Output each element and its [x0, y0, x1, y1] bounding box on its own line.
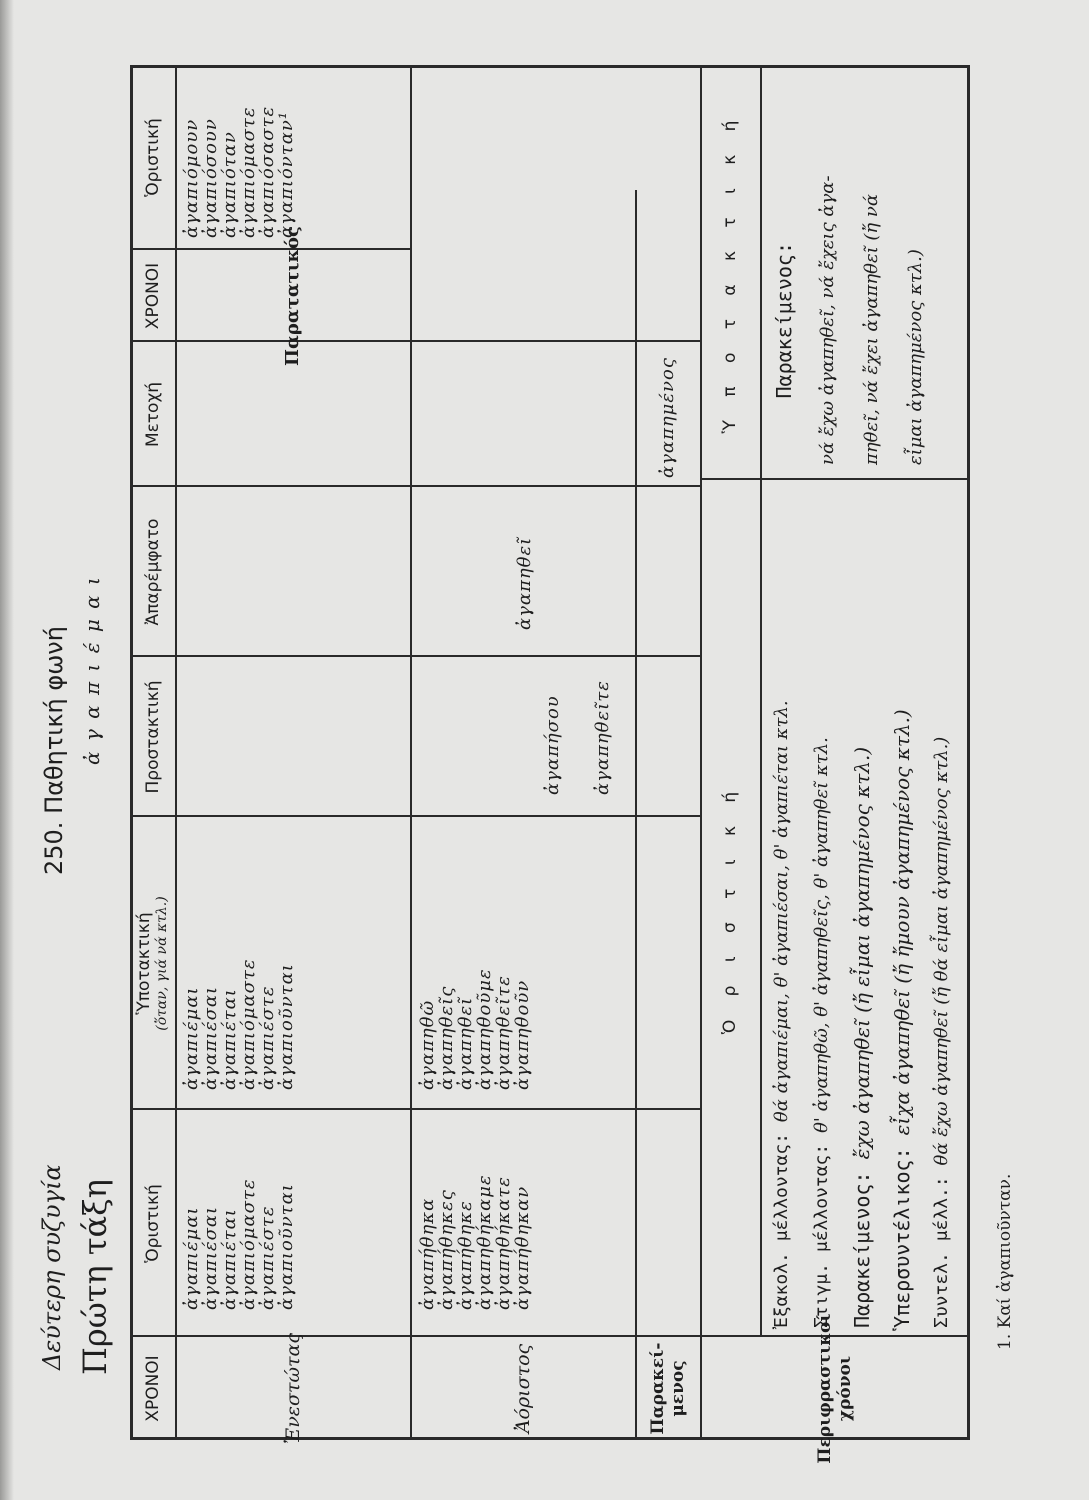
form-line: ἀγαπιόσουν [200, 118, 221, 238]
tense-name: Ἐξακολ. μέλλοντας: [771, 1132, 792, 1328]
form-line: ἀγαπιοῦνται [276, 963, 297, 1090]
aorist-imperative-forms: ἀγαπήσου ἀγαπηθεῖτε [528, 680, 628, 795]
footnote: 1. Καί ἀγαπιοῦνταν. [995, 1173, 1015, 1350]
rule [130, 815, 700, 817]
form-line: ἀγαπήθηκα [417, 1197, 438, 1310]
form-line: ἀγαπιέσαι [200, 1205, 221, 1310]
present-label: Ἐνεστώτας [281, 1333, 304, 1444]
subjunctive-tense-name: Παρακείμενος: [772, 241, 796, 399]
periphrastic-row: Παρακείμενος: ἔχω ἀγαπηθεῖ (ἤ εἶμαι ἀγαπ… [842, 700, 882, 1328]
tense-forms: ἔχω ἀγαπηθεῖ (ἤ εἶμαι ἀγαπημένος κτλ.) [850, 746, 874, 1160]
form-line: ἀγαπηθήκατε [493, 1176, 514, 1310]
rule [410, 65, 412, 1440]
header-tenses-right: ΧΡΟΝΟΙ [142, 262, 163, 330]
form-line: ἀγαπηθοῦμε [474, 968, 495, 1090]
tense-forms: θ' ἀγαπηθῶ, θ' ἀγαπηθεῖς, θ' ἀγαπηθεῖ κτ… [811, 737, 832, 1133]
header-indicative-right: Ὁριστική [142, 118, 163, 197]
form-line: ἀγαπηθεῖς [436, 985, 457, 1090]
header-indicative: Ὁριστική [142, 1184, 163, 1263]
header-tenses: ΧΡΟΝΟΙ [142, 1355, 163, 1422]
form-line: ἀγαπιόμαστε [238, 106, 259, 238]
perfect-participle: ἀγαπημένος [657, 357, 678, 478]
form-line: ἀγαπιόμαστε [238, 958, 259, 1090]
form-line: ἀγαπιόσαστε [257, 105, 278, 238]
verb-heading: ἀ γ α π ι έ μ α ι [80, 575, 104, 765]
form-line: ἀγαπιόταν [219, 131, 240, 238]
periphrastic-indicative-title: Ὁ ρ ι σ τ ι κ ή [720, 782, 740, 1035]
header-subjunctive-note: (ὅταν, γιά νά κτλ.) [153, 896, 170, 1031]
form-line: ἀγαπιέται [219, 1208, 240, 1310]
form-line: ἀγαπήθηκε [455, 1200, 476, 1310]
subjunctive-forms: νά ἔχω ἀγαπηθεῖ, νά ἔχεις ἀγα-πηθεῖ, νά … [806, 175, 938, 465]
aorist-indicative-forms: ἀγαπήθηκα ἀγαπήθηκες ἀγαπήθηκε ἀγαπηθήκαμε ἀ… [417, 1174, 533, 1310]
periphrastic-label: Περιφραστικοί χρόνοι [815, 1313, 855, 1464]
rule [130, 655, 700, 657]
class-heading: Πρώτη τάξη [76, 1179, 114, 1375]
periphrastic-indicative-list: Ἐξακολ. μέλλοντας: θά ἀγαπιέμαι, θ' ἀγαπ… [762, 700, 962, 1328]
tense-name: Στιγμ. μέλλοντας: [811, 1143, 832, 1328]
imperfect-indicative-forms: ἀγαπιόμουν ἀγαπιόσουν ἀγαπιόταν ἀγαπιόμαστε… [181, 105, 297, 238]
form-line: εἶμαι ἀγαπημένος κτλ.) [905, 249, 926, 465]
present-subjunctive-forms: ἀγαπιέμαι ἀγαπιέσαι ἀγαπιέται ἀγαπιόμαστε ἀγ… [181, 958, 297, 1090]
form-line: ἀγαπιόνταν¹ [276, 110, 297, 238]
perfect-label: Παρακεί- μενος [647, 1342, 688, 1435]
form-line: ἀγαπηθεῖτε [592, 680, 613, 795]
form-line: ἀγαπήθηκες [436, 1189, 457, 1310]
form-line: ἀγαπηθήκαμε [474, 1174, 495, 1310]
tense-forms: θά ἀγαπιέμαι, θ' ἀγαπιέσαι, θ' ἀγαπιέται… [771, 700, 792, 1123]
form-line: ἀγαπιέμαι [181, 1206, 202, 1310]
form-line: ἀγαπιόμουν [181, 118, 202, 238]
form-line: ἀγαπιοῦνται [276, 1183, 297, 1310]
present-indicative-forms: ἀγαπιέμαι ἀγαπιέσαι ἀγαπιέται ἀγαπιόμαστε ἀγ… [181, 1178, 297, 1310]
periphrastic-row: Συντελ. μέλλ.: θά ἔχω ἀγαπηθεῖ (ἤ θά εἶμ… [922, 700, 962, 1328]
header-subjunctive-label: Ὑποτακτική [133, 912, 154, 1015]
aorist-subjunctive-forms: ἀγαπηθῶ ἀγαπηθεῖς ἀγαπηθεῖ ἀγαπηθοῦμε ἀγαπηθ… [417, 968, 533, 1090]
aorist-label: Ἀόριστος [511, 1343, 534, 1434]
tense-forms: θά ἔχω ἀγαπηθεῖ (ἤ θά εἶμαι ἀγαπημένος κ… [931, 736, 952, 1166]
form-line: ἀγαπηθῶ [417, 999, 438, 1090]
header-participle: Μετοχή [142, 381, 163, 448]
form-line: ἀγαπιέσαι [200, 985, 221, 1090]
header-imperative: Προστακτική [142, 680, 163, 794]
header-infinitive: Ἀπαρέμφατο [142, 518, 163, 626]
form-line: ἀγαπιέται [219, 988, 240, 1090]
tense-name: Ὑπερσυντέλικος: [890, 1147, 914, 1328]
periphrastic-subjunctive-title: Ὑ π ο τ α κ τ ι κ ή [720, 111, 740, 434]
form-line: πηθεῖ, νά ἔχει ἀγαπηθεῖ (ἤ νά [861, 193, 882, 465]
aorist-infinitive: ἀγαπηθεῖ [514, 536, 535, 630]
conjugation-heading: Δεύτερη συζυγία [38, 1164, 66, 1370]
form-line: νά ἔχω ἀγαπηθεῖ, νά ἔχεις ἀγα- [817, 175, 838, 465]
form-line: ἀγαπήσου [542, 695, 563, 795]
form-line: ἀγαπηθοῦν [512, 979, 533, 1090]
rule [130, 485, 700, 487]
page-edge-shadow [0, 0, 14, 1500]
form-line: ἀγαπιέμαι [181, 986, 202, 1090]
rule [130, 1108, 700, 1110]
form-line: ἀγαπιέστε [257, 1205, 278, 1310]
imperfect-label: Παρατατικός [281, 226, 303, 366]
form-line: ἀγαπιέστε [257, 985, 278, 1090]
periphrastic-row: Ἐξακολ. μέλλοντας: θά ἀγαπιέμαι, θ' ἀγαπ… [762, 700, 802, 1328]
periphrastic-row: Στιγμ. μέλλοντας: θ' ἀγαπηθῶ, θ' ἀγαπηθε… [802, 700, 842, 1328]
tense-forms: εἶχα ἀγαπηθεῖ (ἤ ἤμουν ἀγαπημένος κτλ.) [890, 709, 914, 1136]
periphrastic-row: Ὑπερσυντέλικος: εἶχα ἀγαπηθεῖ (ἤ ἤμουν ἀ… [882, 700, 922, 1328]
periphrastic-subjunctive-list: Παρακείμενος: νά ἔχω ἀγαπηθεῖ, νά ἔχεις … [762, 175, 938, 465]
tense-name: Συντελ. μέλλ.: [931, 1176, 952, 1328]
tense-name: Παρακείμενος: [850, 1171, 874, 1328]
form-line: ἀγαπηθεῖτε [493, 975, 514, 1090]
form-line: ἀγαπιόμαστε [238, 1178, 259, 1310]
section-heading: 250. Παθητική φωνή [40, 626, 68, 875]
form-line: ἀγαπηθεῖ [455, 996, 476, 1090]
header-subjunctive: Ὑποτακτική (ὅταν, γιά νά κτλ.) [130, 817, 175, 1110]
form-line: ἀγαπήθηκαν [512, 1185, 533, 1310]
